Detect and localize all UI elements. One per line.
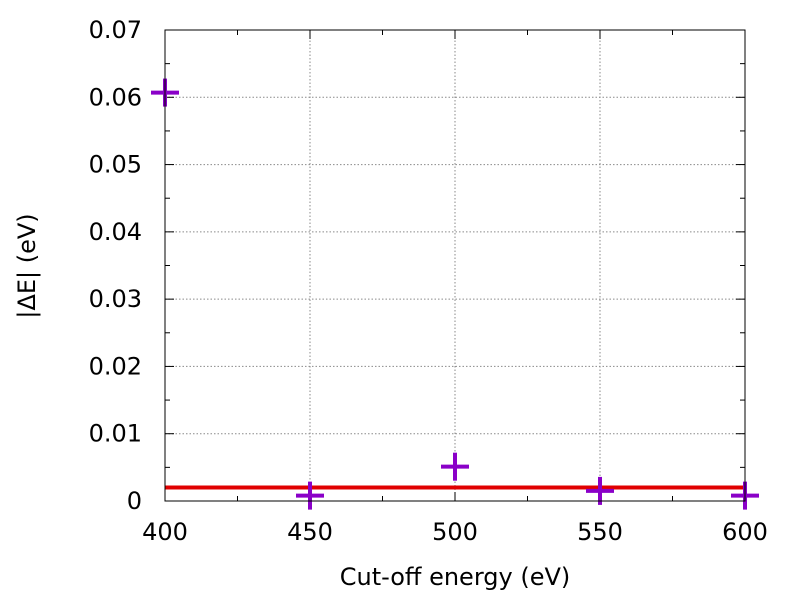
y-axis-title: |ΔE| (eV) — [13, 213, 41, 318]
y-tick-label: 0.02 — [89, 352, 142, 380]
x-axis-title: Cut-off energy (eV) — [340, 563, 571, 591]
y-tick-label: 0.03 — [89, 285, 142, 313]
y-tick-label: 0.04 — [89, 218, 142, 246]
x-tick-label: 550 — [577, 518, 623, 546]
y-tick-label: 0.06 — [89, 83, 142, 111]
y-tick-label: 0.07 — [89, 16, 142, 44]
plot-frame — [164, 29, 746, 502]
x-tick-labels: 400 450 500 550 600 — [142, 518, 768, 546]
data-point-plus — [441, 452, 469, 481]
grid-lines — [165, 30, 745, 501]
data-point-plus — [586, 476, 614, 505]
y-tick-label: 0 — [127, 487, 142, 515]
y-tick-labels: 0 0.01 0.02 0.03 0.04 0.05 0.06 0.07 — [89, 16, 142, 515]
x-tick-label: 500 — [432, 518, 478, 546]
x-tick-label: 400 — [142, 518, 188, 546]
minor-ticks — [165, 30, 745, 501]
x-tick-label: 450 — [287, 518, 333, 546]
y-tick-label: 0.01 — [89, 420, 142, 448]
y-tick-label: 0.05 — [89, 151, 142, 179]
x-tick-label: 600 — [722, 518, 768, 546]
data-point-plus — [296, 481, 324, 510]
